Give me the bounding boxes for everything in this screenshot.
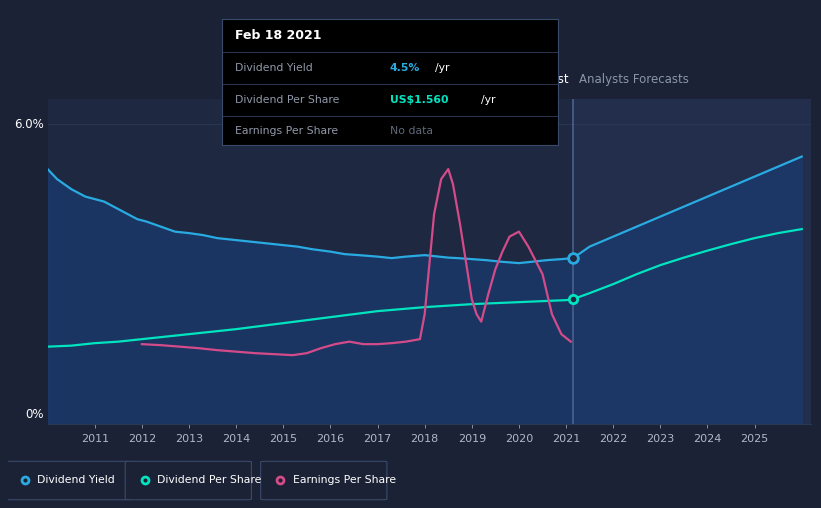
Text: US$1.560: US$1.560 <box>390 95 448 105</box>
Text: 4.5%: 4.5% <box>390 63 420 73</box>
FancyBboxPatch shape <box>261 461 387 500</box>
FancyBboxPatch shape <box>5 461 131 500</box>
Text: /yr: /yr <box>481 95 495 105</box>
Text: Feb 18 2021: Feb 18 2021 <box>235 28 322 42</box>
Text: Earnings Per Share: Earnings Per Share <box>292 475 396 485</box>
Text: Dividend Per Share: Dividend Per Share <box>158 475 262 485</box>
Text: 6.0%: 6.0% <box>14 117 44 131</box>
Text: /yr: /yr <box>435 63 450 73</box>
Text: No data: No data <box>390 126 433 136</box>
Text: Dividend Yield: Dividend Yield <box>37 475 115 485</box>
Bar <box>573 99 811 424</box>
Text: Past: Past <box>544 73 569 86</box>
FancyBboxPatch shape <box>125 461 251 500</box>
Text: Dividend Per Share: Dividend Per Share <box>235 95 340 105</box>
Text: 0%: 0% <box>25 408 44 421</box>
Text: Dividend Yield: Dividend Yield <box>235 63 313 73</box>
Text: Analysts Forecasts: Analysts Forecasts <box>580 73 689 86</box>
Text: Earnings Per Share: Earnings Per Share <box>235 126 338 136</box>
